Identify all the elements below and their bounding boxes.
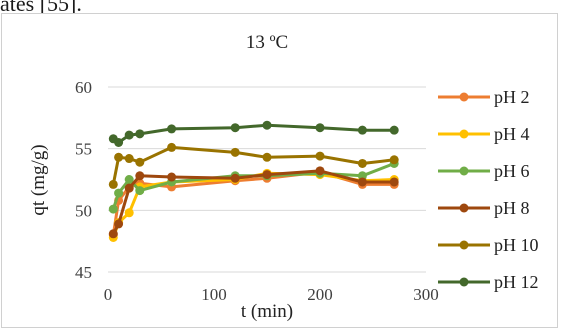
- grid-lines: [108, 86, 426, 273]
- data-point: [167, 142, 177, 152]
- data-point: [357, 158, 367, 168]
- legend-marker: [459, 277, 469, 287]
- data-point: [262, 152, 272, 162]
- y-axis-label: qt (mg/g): [28, 144, 49, 215]
- y-tick-label: 50: [75, 201, 92, 220]
- data-point: [357, 171, 367, 181]
- x-axis-label: t (min): [241, 301, 293, 322]
- data-point: [124, 130, 134, 140]
- series-2: [108, 158, 399, 214]
- data-point: [124, 183, 134, 193]
- series-line: [111, 145, 395, 185]
- data-point: [315, 151, 325, 161]
- legend-label: pH 12: [494, 272, 539, 292]
- data-point: [357, 125, 367, 135]
- legend-label: pH 2: [494, 87, 530, 107]
- x-tick-label: 100: [201, 285, 227, 304]
- data-point: [135, 157, 145, 167]
- legend: pH 2 pH 4 pH 6 pH 8 pH 10 pH 12: [438, 87, 539, 292]
- data-point: [167, 124, 177, 134]
- series-4: [108, 142, 399, 189]
- legend-marker: [459, 203, 469, 213]
- data-point: [389, 155, 399, 165]
- data-point: [135, 186, 145, 196]
- series-3: [108, 166, 399, 239]
- data-point: [114, 152, 124, 162]
- data-point: [114, 219, 124, 229]
- data-point: [357, 177, 367, 187]
- x-tick-label: 0: [104, 285, 113, 304]
- data-point: [124, 175, 134, 184]
- legend-item: pH 8: [438, 198, 530, 218]
- series-5: [108, 120, 399, 147]
- data-point: [114, 138, 124, 147]
- data-point: [262, 120, 272, 130]
- data-point: [167, 172, 177, 182]
- data-point: [108, 179, 118, 189]
- legend-item: pH 6: [438, 161, 530, 181]
- y-tick-label: 45: [75, 263, 92, 282]
- legend-label: pH 4: [494, 124, 530, 144]
- x-tick-label: 200: [307, 285, 333, 304]
- data-point: [262, 170, 272, 180]
- legend-label: pH 10: [494, 235, 539, 255]
- y-tick-label: 60: [75, 78, 92, 97]
- series-line: [111, 169, 395, 235]
- legend-item: pH 12: [438, 272, 539, 292]
- series-line: [111, 170, 395, 236]
- data-point: [389, 177, 399, 187]
- axis-tick-labels: 45 50 55 60 0 100 200 300: [75, 78, 439, 304]
- series-lines: [108, 120, 399, 242]
- data-point: [108, 204, 118, 214]
- data-point: [230, 173, 240, 183]
- series-line: [111, 162, 395, 210]
- legend-marker: [459, 166, 469, 176]
- legend-item: pH 10: [438, 235, 539, 255]
- legend-item: pH 2: [438, 87, 530, 107]
- series-line: [112, 123, 395, 144]
- data-point: [315, 123, 325, 133]
- data-point: [108, 229, 118, 239]
- chart-title: 13 ºC: [246, 32, 288, 53]
- x-tick-label: 300: [413, 285, 439, 304]
- data-point: [135, 171, 145, 181]
- data-point: [135, 129, 145, 139]
- data-point: [114, 188, 124, 198]
- legend-label: pH 8: [494, 198, 530, 218]
- data-point: [315, 166, 325, 176]
- legend-marker: [459, 92, 469, 102]
- data-point: [124, 208, 134, 218]
- data-point: [230, 147, 240, 157]
- data-point: [124, 154, 134, 164]
- legend-marker: [459, 129, 469, 139]
- legend-label: pH 6: [494, 161, 530, 181]
- legend-item: pH 4: [438, 124, 530, 144]
- y-tick-label: 55: [75, 140, 92, 159]
- data-point: [389, 125, 399, 135]
- partial-caption-text: ates [55].: [0, 0, 82, 16]
- legend-marker: [459, 240, 469, 250]
- data-point: [230, 123, 240, 133]
